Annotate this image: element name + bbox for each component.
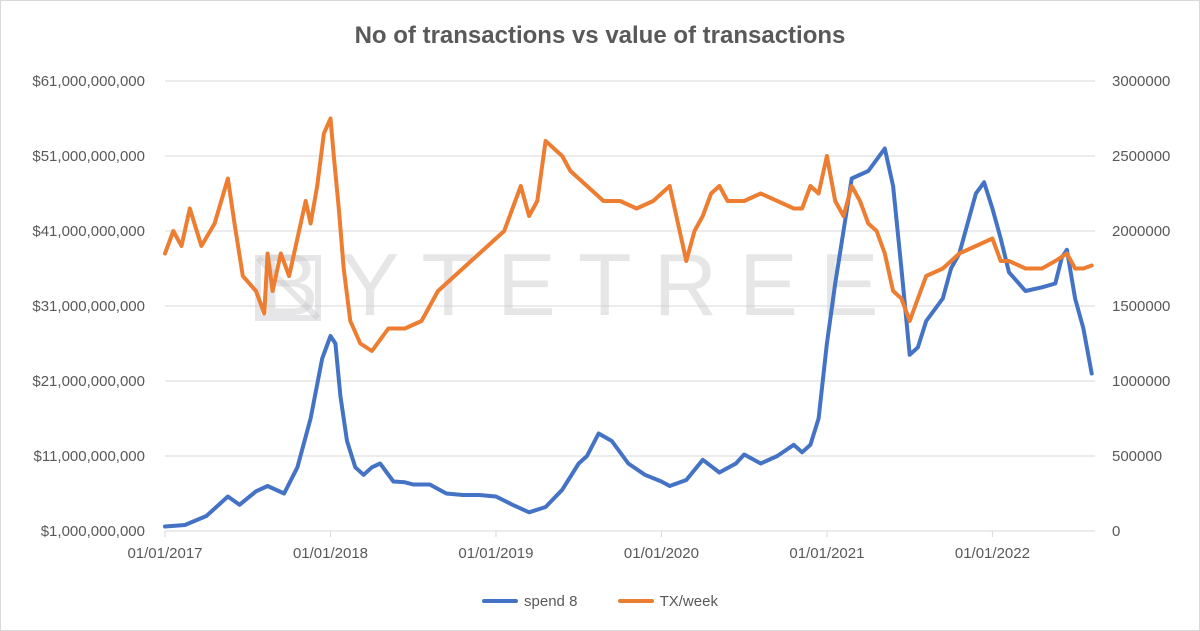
left-tick-label: $1,000,000,000 — [41, 523, 145, 540]
left-axis-ticks: $1,000,000,000 $11,000,000,000 $21,000,000… — [32, 73, 145, 540]
legend-swatch-tx — [617, 599, 654, 603]
legend: spend 8 TX/week — [0, 590, 1200, 610]
left-tick-label: $11,000,000,000 — [34, 448, 146, 465]
legend-swatch-spend — [482, 599, 519, 603]
left-tick-label: $41,000,000,000 — [32, 223, 145, 240]
right-tick-label: 2000000 — [1112, 223, 1170, 240]
right-tick-label: 3000000 — [1112, 73, 1170, 90]
watermark-text: BYTETREE — [260, 235, 901, 334]
right-tick-label: 2500000 — [1112, 148, 1170, 165]
right-axis-ticks: 0 500000 1000000 1500000 2000000 2500000 30000… — [1112, 73, 1170, 540]
x-tick-label: 01/01/2017 — [127, 545, 202, 562]
right-tick-label: 500000 — [1112, 448, 1162, 465]
chart-title: No of transactions vs value of transacti… — [354, 22, 846, 49]
legend-label-tx: TX/week — [659, 592, 718, 610]
left-tick-label: $31,000,000,000 — [32, 298, 145, 315]
right-tick-label: 1500000 — [1112, 298, 1170, 315]
legend-item-spend: spend 8 — [482, 593, 577, 610]
x-axis-ticks: 01/01/2017 01/01/2018 01/01/2019 01/01/2020… — [127, 531, 1030, 562]
legend-label-spend: spend 8 — [524, 592, 578, 610]
series-line-spend — [163, 146, 1094, 529]
x-tick-label: 01/01/2020 — [624, 545, 699, 562]
series-lines — [163, 116, 1094, 529]
left-tick-label: $21,000,000,000 — [32, 373, 145, 390]
left-tick-label: $61,000,000,000 — [32, 73, 145, 90]
x-tick-label: 01/01/2022 — [955, 545, 1030, 562]
x-tick-label: 01/01/2021 — [789, 545, 864, 562]
right-tick-label: 0 — [1112, 523, 1120, 540]
x-tick-label: 01/01/2019 — [458, 545, 533, 562]
left-tick-label: $51,000,000,000 — [32, 148, 145, 165]
right-tick-label: 1000000 — [1112, 373, 1170, 390]
legend-item-tx: TX/week — [617, 592, 718, 610]
x-tick-label: 01/01/2018 — [293, 545, 368, 562]
gridlines — [165, 80, 1095, 457]
series-line-tx — [163, 116, 1094, 353]
